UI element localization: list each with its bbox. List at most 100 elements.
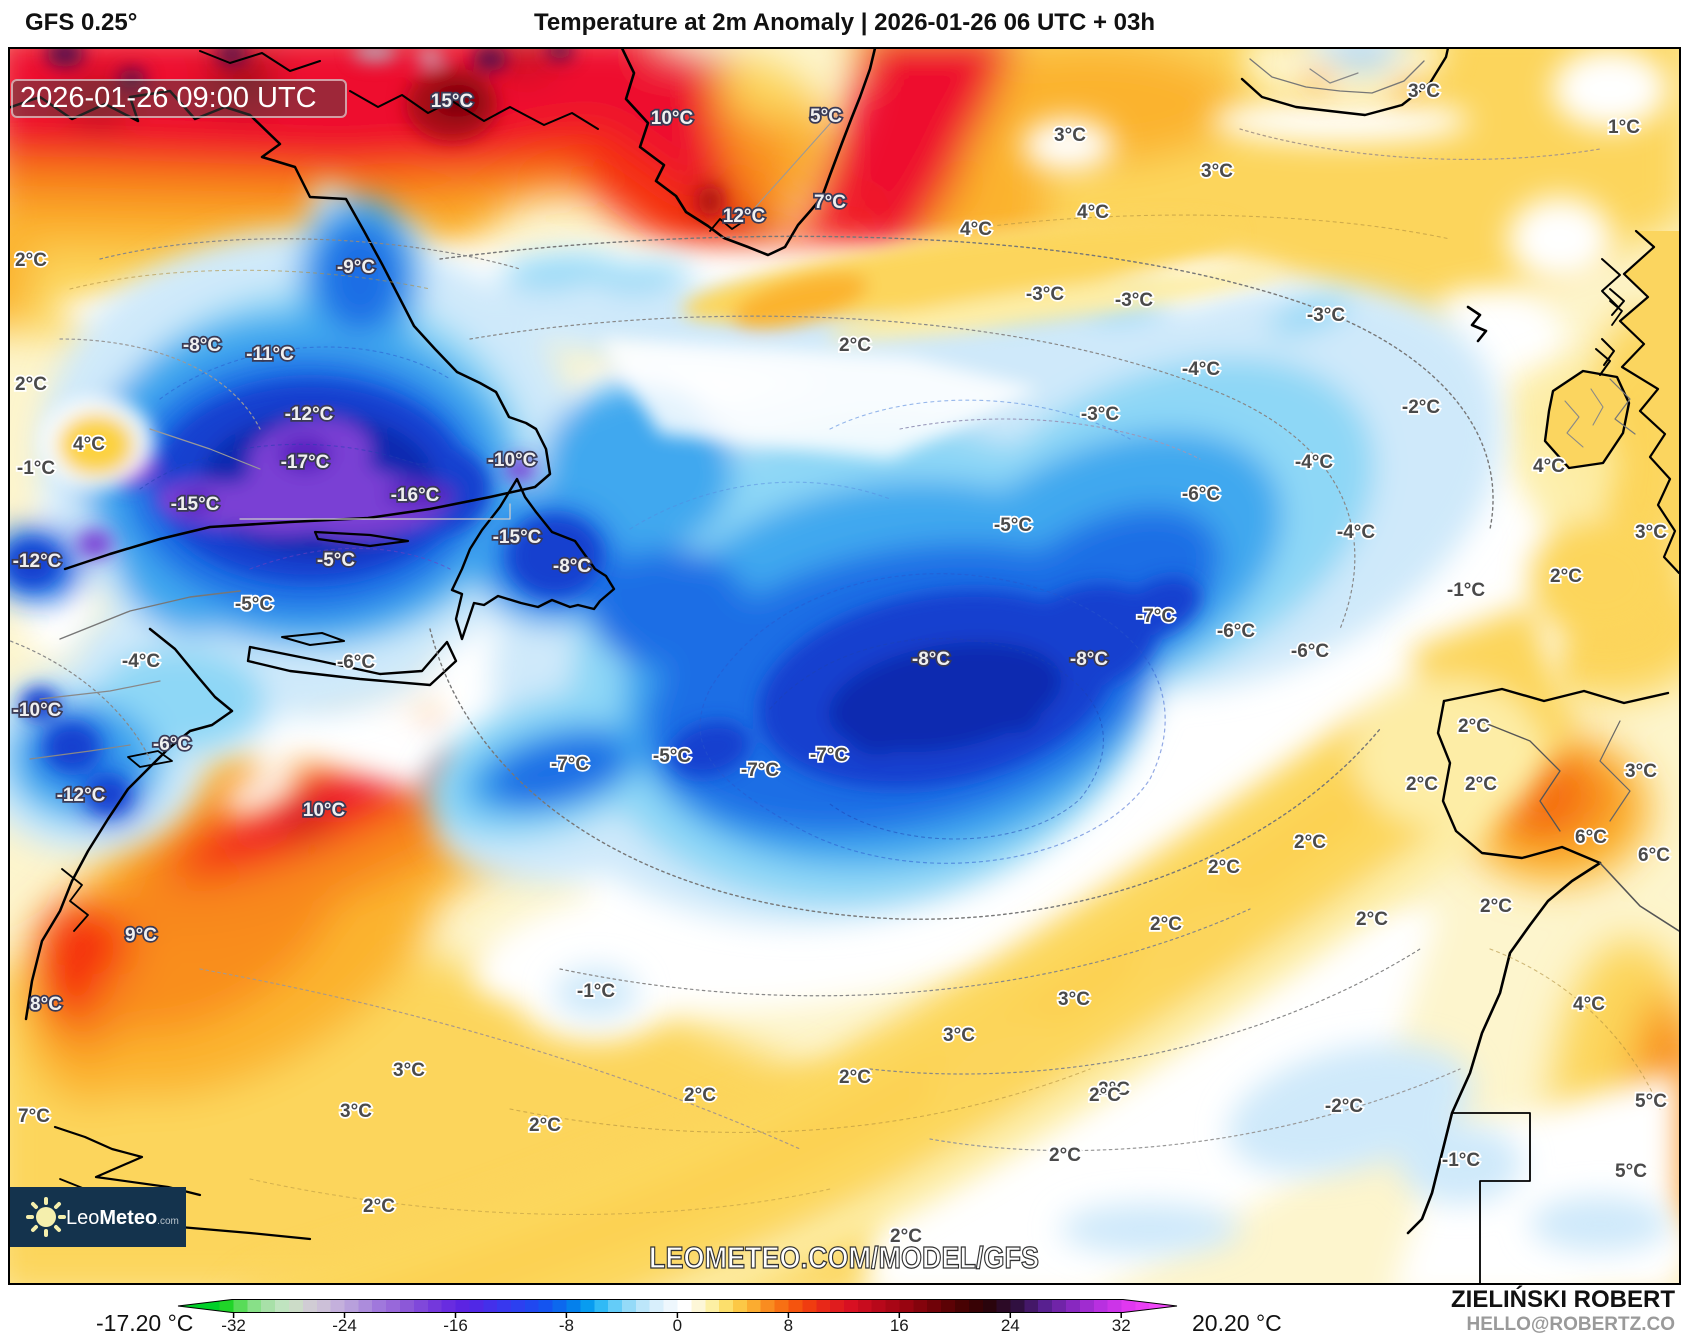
svg-text:-24: -24 — [332, 1316, 357, 1335]
svg-text:2°C: 2°C — [1098, 1079, 1130, 1100]
svg-text:-6°C: -6°C — [1291, 641, 1329, 662]
svg-text:-4°C: -4°C — [1295, 452, 1333, 473]
svg-text:-11°C: -11°C — [246, 344, 294, 365]
svg-text:-8°C: -8°C — [553, 556, 591, 577]
svg-text:-5°C: -5°C — [653, 746, 691, 767]
svg-text:-1°C: -1°C — [1447, 580, 1485, 601]
svg-text:2°C: 2°C — [529, 1115, 561, 1136]
svg-text:-12°C: -12°C — [13, 551, 62, 572]
svg-text:-7°C: -7°C — [741, 760, 779, 781]
svg-text:2°C: 2°C — [15, 374, 47, 395]
svg-text:4°C: 4°C — [1533, 456, 1565, 477]
svg-text:3°C: 3°C — [1058, 989, 1090, 1010]
svg-text:3°C: 3°C — [1201, 161, 1233, 182]
svg-text:-32: -32 — [221, 1316, 246, 1335]
svg-text:24: 24 — [1001, 1316, 1020, 1335]
svg-text:-5°C: -5°C — [235, 594, 273, 615]
svg-text:-16: -16 — [443, 1316, 468, 1335]
svg-text:3°C: 3°C — [1625, 761, 1657, 782]
svg-text:8: 8 — [784, 1316, 793, 1335]
svg-text:-1°C: -1°C — [1442, 1150, 1480, 1171]
svg-text:2°C: 2°C — [839, 335, 871, 356]
svg-text:-10°C: -10°C — [13, 700, 62, 721]
svg-text:-9°C: -9°C — [337, 257, 375, 278]
svg-text:3°C: 3°C — [340, 1101, 372, 1122]
svg-text:3°C: 3°C — [1408, 81, 1440, 102]
svg-text:2°C: 2°C — [1150, 914, 1182, 935]
svg-text:-16°C: -16°C — [391, 485, 440, 506]
svg-text:2°C: 2°C — [684, 1085, 716, 1106]
svg-text:-7°C: -7°C — [551, 754, 589, 775]
svg-text:-1°C: -1°C — [17, 458, 55, 479]
svg-text:5°C: 5°C — [1615, 1161, 1647, 1182]
svg-text:10°C: 10°C — [651, 108, 694, 129]
svg-text:4°C: 4°C — [1077, 202, 1109, 223]
svg-text:2°C: 2°C — [1356, 909, 1388, 930]
svg-text:2°C: 2°C — [1406, 774, 1438, 795]
svg-text:2°C: 2°C — [363, 1196, 395, 1217]
svg-text:-6°C: -6°C — [337, 652, 375, 673]
svg-text:4°C: 4°C — [1573, 994, 1605, 1015]
svg-text:LeoMeteo.com: LeoMeteo.com — [66, 1207, 179, 1229]
svg-text:-17°C: -17°C — [281, 452, 330, 473]
svg-text:7°C: 7°C — [814, 192, 846, 213]
svg-text:1°C: 1°C — [1608, 117, 1640, 138]
svg-text:-3°C: -3°C — [1115, 290, 1153, 311]
svg-text:5°C: 5°C — [1635, 1091, 1667, 1112]
svg-text:8°C: 8°C — [30, 994, 62, 1015]
svg-text:-3°C: -3°C — [1026, 284, 1064, 305]
svg-text:3°C: 3°C — [1054, 125, 1086, 146]
svg-text:-1°C: -1°C — [577, 981, 615, 1002]
svg-text:2°C: 2°C — [1465, 774, 1497, 795]
svg-text:2°C: 2°C — [1480, 896, 1512, 917]
svg-text:-2°C: -2°C — [1402, 397, 1440, 418]
svg-text:2°C: 2°C — [839, 1067, 871, 1088]
svg-text:-2°C: -2°C — [1325, 1096, 1363, 1117]
svg-text:-12°C: -12°C — [57, 785, 106, 806]
svg-text:-5°C: -5°C — [994, 515, 1032, 536]
svg-text:-3°C: -3°C — [1307, 305, 1345, 326]
svg-text:-4°C: -4°C — [1182, 359, 1220, 380]
svg-text:5°C: 5°C — [810, 106, 842, 127]
svg-text:10°C: 10°C — [303, 800, 346, 821]
svg-text:-8°C: -8°C — [1070, 649, 1108, 670]
svg-text:15°C: 15°C — [431, 91, 474, 112]
svg-text:2°C: 2°C — [1049, 1145, 1081, 1166]
svg-text:2°C: 2°C — [1458, 716, 1490, 737]
svg-text:6°C: 6°C — [1575, 827, 1607, 848]
svg-text:2°C: 2°C — [1208, 857, 1240, 878]
svg-text:LEOMETEO.COM/MODEL/GFS: LEOMETEO.COM/MODEL/GFS — [649, 1240, 1039, 1275]
svg-text:2°C: 2°C — [1294, 832, 1326, 853]
svg-text:0: 0 — [673, 1316, 682, 1335]
svg-text:3°C: 3°C — [1635, 522, 1667, 543]
svg-text:-6°C: -6°C — [1217, 621, 1255, 642]
svg-text:3°C: 3°C — [393, 1060, 425, 1081]
svg-text:9°C: 9°C — [125, 925, 157, 946]
svg-text:-7°C: -7°C — [1137, 606, 1175, 627]
svg-text:-5°C: -5°C — [317, 550, 355, 571]
svg-text:-8: -8 — [559, 1316, 574, 1335]
svg-text:-15°C: -15°C — [171, 494, 220, 515]
svg-text:4°C: 4°C — [960, 219, 992, 240]
svg-text:-12°C: -12°C — [285, 404, 334, 425]
svg-text:32: 32 — [1112, 1316, 1131, 1335]
svg-text:2°C: 2°C — [890, 1226, 922, 1247]
svg-text:6°C: 6°C — [1638, 845, 1670, 866]
svg-text:-15°C: -15°C — [493, 527, 542, 548]
svg-text:12°C: 12°C — [723, 206, 766, 227]
svg-text:4°C: 4°C — [73, 434, 105, 455]
svg-text:-6°C: -6°C — [1182, 484, 1220, 505]
svg-text:-10°C: -10°C — [488, 450, 537, 471]
svg-text:2°C: 2°C — [15, 250, 47, 271]
svg-text:2°C: 2°C — [1089, 1085, 1121, 1106]
svg-text:2°C: 2°C — [1550, 566, 1582, 587]
svg-text:7°C: 7°C — [18, 1106, 50, 1127]
svg-text:-4°C: -4°C — [122, 651, 160, 672]
svg-text:-3°C: -3°C — [1081, 404, 1119, 425]
svg-text:-6°C: -6°C — [153, 734, 191, 755]
svg-text:3°C: 3°C — [943, 1025, 975, 1046]
svg-text:16: 16 — [890, 1316, 909, 1335]
svg-text:-8°C: -8°C — [183, 335, 221, 356]
svg-text:-8°C: -8°C — [912, 649, 950, 670]
svg-text:-4°C: -4°C — [1337, 522, 1375, 543]
